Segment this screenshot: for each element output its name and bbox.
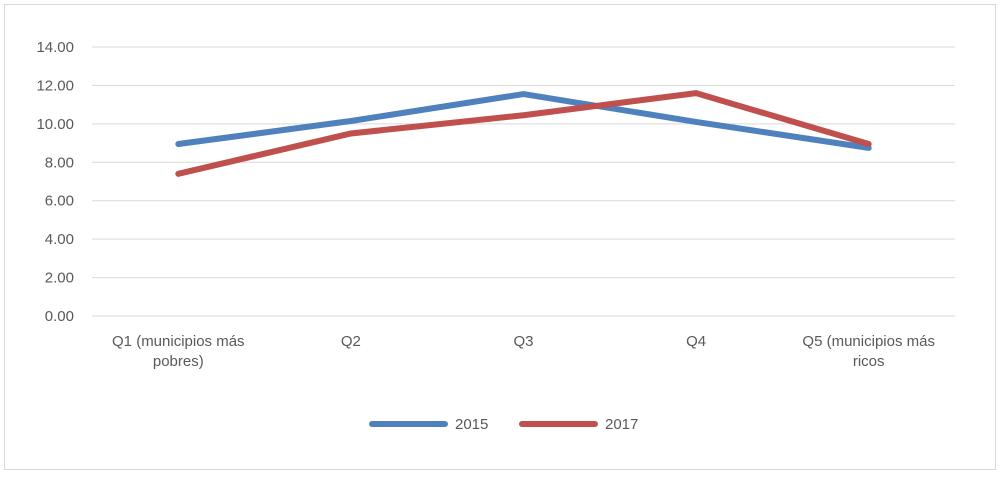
y-tick-label: 8.00 (45, 154, 74, 171)
y-tick-label: 6.00 (45, 193, 74, 210)
x-category-label-line: pobres) (153, 353, 204, 370)
x-category-label: Q1 (municipios más pobres) (112, 333, 245, 370)
x-category-label-line: Q1 (municipios más (112, 333, 245, 350)
y-tick-label: 12.00 (36, 77, 74, 94)
x-category-label: Q3 (513, 333, 533, 350)
x-category-label-line: Q2 (341, 333, 361, 350)
x-category-label: Q4 (686, 333, 706, 350)
y-tick-label: 2.00 (45, 270, 74, 287)
x-axis-category-labels: Q1 (municipios más pobres) Q2 Q3 Q4 Q5 (munic… (112, 333, 935, 370)
legend-label-2015: 2015 (455, 416, 488, 433)
y-axis-tick-labels: 0.00 2.00 4.00 6.00 8.00 10.00 12.00 14.00 (36, 39, 74, 325)
series-line-2015 (175, 91, 872, 151)
chart-area (4, 4, 996, 470)
legend: 2015 2017 (369, 416, 638, 433)
x-category-label-line: ricos (853, 353, 885, 370)
series-lines (175, 90, 872, 177)
x-category-label-line: Q4 (686, 333, 706, 350)
y-tick-label: 10.00 (36, 116, 74, 133)
y-tick-label: 4.00 (45, 231, 74, 248)
x-category-label: Q2 (341, 333, 361, 350)
y-tick-label: 14.00 (36, 39, 74, 56)
x-category-label-line: Q3 (513, 333, 533, 350)
legend-label-2017: 2017 (605, 416, 638, 433)
gridlines (92, 46, 955, 317)
x-category-label-line: Q5 (municipios más (802, 333, 935, 350)
x-category-label: Q5 (municipios más ricos (802, 333, 935, 370)
y-tick-label: 0.00 (45, 308, 74, 325)
